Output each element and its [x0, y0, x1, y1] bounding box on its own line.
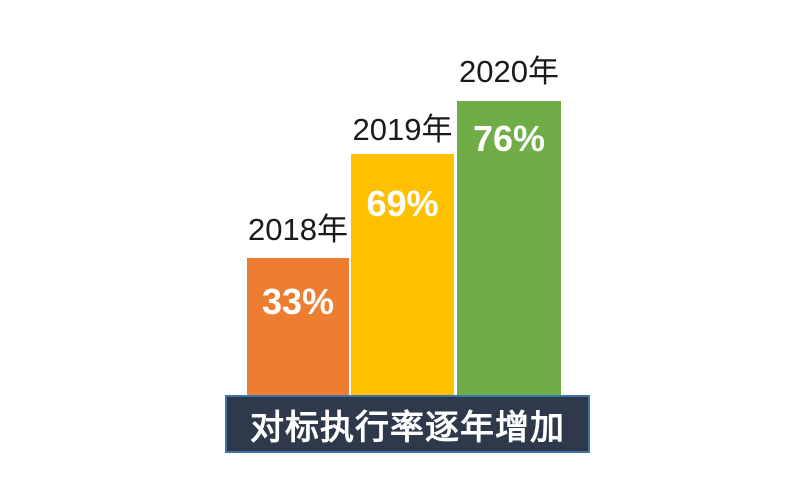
chart-title: 对标执行率逐年增加 — [250, 408, 565, 447]
bar-2019: 69% — [351, 154, 454, 396]
bar-value-2018: 33% — [261, 281, 335, 322]
category-label-2019: 2019年 — [352, 112, 453, 147]
bar-2018: 33% — [247, 258, 349, 396]
bar-value-2019: 69% — [366, 183, 439, 224]
bar-2020: 76% — [457, 101, 561, 396]
bar-value-2020: 76% — [472, 118, 546, 159]
category-label-2018: 2018年 — [248, 212, 348, 247]
category-label-2020: 2020年 — [459, 54, 559, 89]
chart-title-banner: 对标执行率逐年增加 — [225, 395, 590, 453]
